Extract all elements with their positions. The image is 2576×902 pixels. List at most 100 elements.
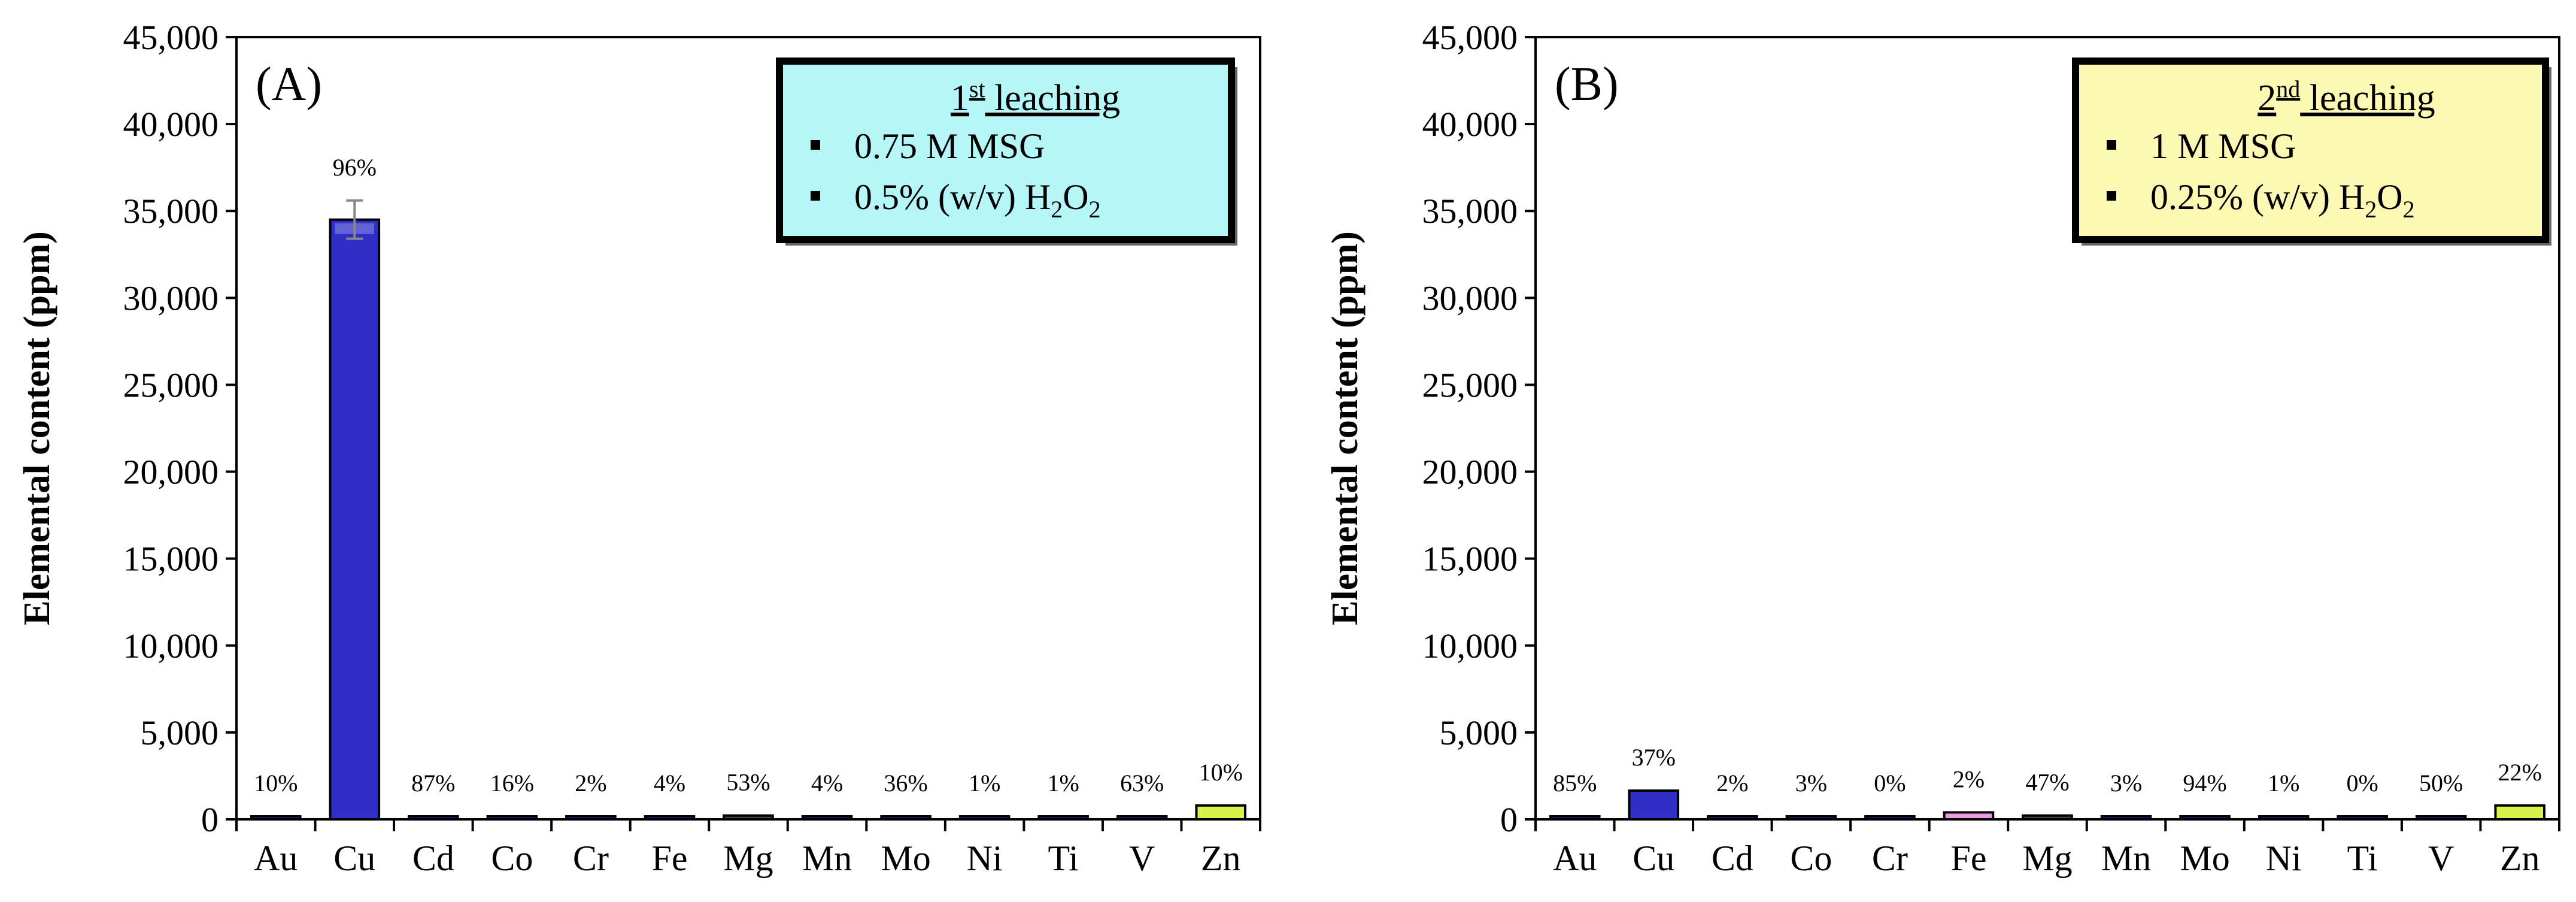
bar-v [2415,815,2467,821]
percent-label: 87% [411,770,455,797]
bar-cd [1707,815,1758,821]
y-tick-label: 40,000 [1422,105,1518,144]
bar-fe [1943,811,1995,821]
x-tick-label: Zn [2500,839,2540,878]
percent-label: 0% [1874,770,1906,797]
x-tick-label: Zn [1201,839,1241,878]
x-tick-label: Mg [723,839,773,878]
percent-label: 22% [2498,759,2542,786]
legend-title: 2nd leaching [2258,75,2435,119]
legend: 2nd leaching 1 M MSG 0.25% (w/v) H2O2 [2072,57,2551,246]
bar-mo [2179,815,2231,821]
y-tick-label: 0 [201,800,219,839]
bar-ni [2258,815,2310,821]
legend-title: 1st leaching [951,75,1120,119]
bar-ni [958,815,1011,821]
percent-label: 10% [1199,759,1243,786]
x-tick-label: Mg [2022,839,2072,878]
chart-panel-b: 0 5,000 10,000 15,000 20,000 25,000 30,000 35,0… [1325,18,2560,878]
y-tick-label: 30,000 [123,279,219,317]
x-tick-label: Fe [651,839,687,878]
bar-fe [644,815,696,821]
legend-bullet [2107,140,2116,150]
bar-mn [2100,815,2152,821]
percent-label: 2% [1953,765,1985,792]
x-tick-label: Mn [802,839,852,878]
y-tick-label: 20,000 [123,453,219,492]
bar-cu [1628,789,1680,821]
y-tick-label: 10,000 [1422,626,1518,665]
legend-item: 1 M MSG [2150,126,2296,166]
legend-box [776,57,1235,243]
y-tick-label: 25,000 [1422,365,1518,404]
bar-co [1785,815,1837,821]
percent-label: 85% [1553,770,1597,797]
x-tick-label: Cu [333,839,375,878]
legend-item: 0.5% (w/v) H2O2 [854,177,1101,223]
x-tick-label: V [2428,839,2454,878]
y-tick-label: 15,000 [123,540,219,579]
y-tick-label: 35,000 [123,192,219,231]
x-tick-label: Ni [2266,839,2302,878]
bar-au [1549,815,1601,821]
percent-label: 1% [969,770,1000,797]
bar-zn [1195,804,1247,821]
legend-bullet [811,191,820,201]
bar-mg [2022,814,2073,821]
y-tick-label: 25,000 [123,365,219,404]
percent-label: 37% [1632,744,1676,771]
x-tick-label: Mo [2180,839,2229,878]
percent-label: 50% [2419,770,2463,797]
percent-label: 36% [884,770,927,797]
y-tick-label: 5,000 [141,713,219,752]
legend-bullet [2107,191,2116,201]
y-axis-label: Elemental content (ppm) [17,231,57,625]
percent-label: 94% [2183,770,2226,797]
x-tick-label: Mn [2101,839,2151,878]
bar-zn [2494,804,2546,821]
bar-ti [2337,815,2388,821]
bar-cr [1864,815,1916,821]
x-tick-label: Fe [1950,839,1986,878]
bar-mo [880,815,932,821]
y-tick-label: 5,000 [1440,713,1518,752]
y-tick-label: 45,000 [1422,18,1518,57]
percent-label: 0% [2346,770,2378,797]
y-tick-label: 40,000 [123,105,219,144]
percent-label: 10% [254,770,298,797]
x-tick-label: Ti [2347,839,2378,878]
x-tick-label: Co [1790,839,1832,878]
chart-panel-a: 0 5,000 10,000 15,000 20,000 25,000 30,000 35,0… [17,18,1261,878]
percent-label: 2% [1716,770,1748,797]
legend-bullet [811,140,820,150]
panel-label: (A) [256,58,322,111]
y-tick-label: 10,000 [123,626,219,665]
panel-label: (B) [1555,58,1619,111]
x-tick-label: Cr [1872,839,1908,878]
percent-label: 16% [490,770,534,797]
x-tick-label: Ti [1048,839,1079,878]
percent-label: 1% [1047,770,1079,797]
y-axis-label: Elemental content (ppm) [1325,231,1366,625]
y-tick-label: 35,000 [1422,192,1518,231]
bar-cu [329,218,381,821]
bar-mn [801,815,853,821]
bar-cd [408,815,459,821]
percent-label: 96% [333,154,377,181]
percent-label: 47% [2025,769,2069,796]
percent-label: 63% [1120,770,1164,797]
legend-item: 0.25% (w/v) H2O2 [2150,177,2415,223]
bar-ti [1037,815,1089,821]
x-tick-label: Au [254,839,298,878]
percent-label: 2% [575,770,606,797]
legend-item: 0.75 M MSG [854,126,1045,166]
x-tick-label: Cd [1712,839,1753,878]
x-tick-label: Cr [573,839,609,878]
bar-mg [723,814,774,821]
bar-au [250,815,302,821]
x-tick-label: Cu [1633,839,1674,878]
legend: 1st leaching 0.75 M MSG 0.5% (w/v) H2O2 [776,57,1237,246]
bar-v [1116,815,1168,821]
x-tick-label: Co [491,839,533,878]
